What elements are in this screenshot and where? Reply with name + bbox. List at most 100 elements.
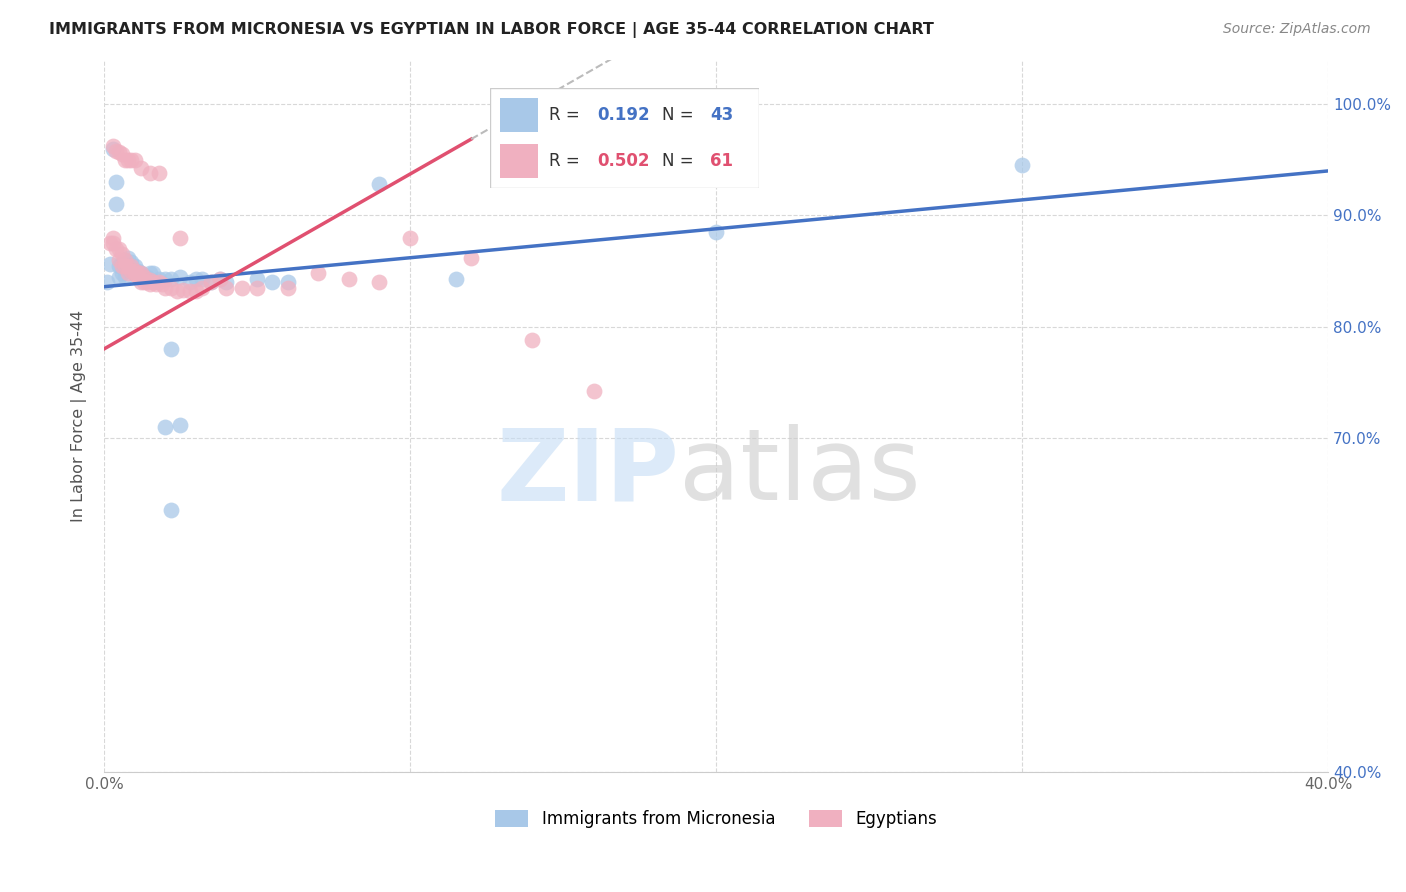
Point [184, 284, 207, 298]
Text: IMMIGRANTS FROM MICRONESIA VS EGYPTIAN IN LABOR FORCE | AGE 35-44 CORRELATION CH: IMMIGRANTS FROM MICRONESIA VS EGYPTIAN I… [49, 22, 934, 38]
Point [246, 281, 269, 295]
Point [153, 281, 176, 295]
Point [127, 266, 149, 280]
Point [172, 283, 194, 297]
Point [111, 255, 134, 269]
Point [98, 236, 121, 251]
Point [124, 268, 146, 282]
Point [150, 277, 173, 292]
Point [111, 247, 134, 261]
Point [179, 284, 201, 298]
Point [277, 281, 299, 295]
Point [129, 266, 152, 280]
Point [169, 417, 191, 432]
Point [145, 277, 167, 292]
Point [124, 153, 146, 167]
Point [231, 281, 253, 295]
Point [114, 252, 136, 267]
Point [96, 275, 118, 289]
Point [108, 242, 131, 256]
Point [142, 275, 165, 289]
Point [105, 197, 128, 211]
Point [139, 273, 162, 287]
Point [117, 266, 139, 280]
Point [129, 266, 152, 280]
Point [160, 503, 183, 517]
Point [368, 275, 391, 289]
Point [105, 144, 128, 158]
Point [153, 272, 176, 286]
Point [460, 251, 482, 265]
Point [191, 281, 214, 295]
Point [120, 153, 142, 167]
Point [169, 269, 191, 284]
Y-axis label: In Labor Force | Age 35-44: In Labor Force | Age 35-44 [72, 310, 87, 522]
Point [148, 272, 170, 286]
Point [114, 269, 136, 284]
Point [160, 272, 183, 286]
Point [120, 259, 142, 273]
Point [120, 255, 142, 269]
Point [184, 272, 207, 286]
Point [209, 272, 232, 286]
Point [215, 281, 238, 295]
Point [1011, 158, 1033, 172]
Point [160, 342, 183, 356]
Point [108, 269, 131, 284]
Point [101, 142, 124, 156]
Point [120, 264, 142, 278]
Point [179, 275, 201, 289]
Point [108, 145, 131, 159]
Point [132, 269, 155, 284]
Point [209, 272, 232, 286]
Text: Source: ZipAtlas.com: Source: ZipAtlas.com [1223, 22, 1371, 37]
Point [108, 259, 131, 273]
Point [124, 259, 146, 273]
Point [101, 139, 124, 153]
Point [166, 284, 188, 298]
Point [135, 275, 157, 289]
Point [169, 230, 191, 244]
Point [111, 266, 134, 280]
Point [127, 264, 149, 278]
Point [127, 269, 149, 284]
Point [262, 275, 284, 289]
Point [399, 230, 422, 244]
Point [98, 257, 121, 271]
Point [111, 259, 134, 273]
Point [117, 153, 139, 167]
Point [704, 225, 727, 239]
Point [368, 178, 391, 192]
Point [191, 272, 214, 286]
Text: ZIP: ZIP [496, 425, 679, 521]
Point [307, 266, 329, 280]
Point [117, 259, 139, 273]
Point [101, 230, 124, 244]
Point [117, 261, 139, 276]
Point [148, 275, 170, 289]
Point [337, 272, 360, 286]
Point [139, 266, 162, 280]
Point [582, 384, 605, 399]
Point [117, 251, 139, 265]
Point [129, 161, 152, 175]
Point [105, 175, 128, 189]
Point [132, 275, 155, 289]
Point [246, 272, 269, 286]
Point [215, 275, 238, 289]
Point [108, 252, 131, 267]
Point [153, 420, 176, 434]
Legend: Immigrants from Micronesia, Egyptians: Immigrants from Micronesia, Egyptians [488, 804, 943, 835]
Point [114, 259, 136, 273]
Point [114, 153, 136, 167]
Point [522, 333, 544, 347]
Point [129, 275, 152, 289]
Point [139, 277, 162, 292]
Point [444, 272, 467, 286]
Point [120, 264, 142, 278]
Point [200, 275, 222, 289]
Point [148, 166, 170, 180]
Text: atlas: atlas [679, 425, 921, 521]
Point [139, 166, 162, 180]
Point [114, 252, 136, 267]
